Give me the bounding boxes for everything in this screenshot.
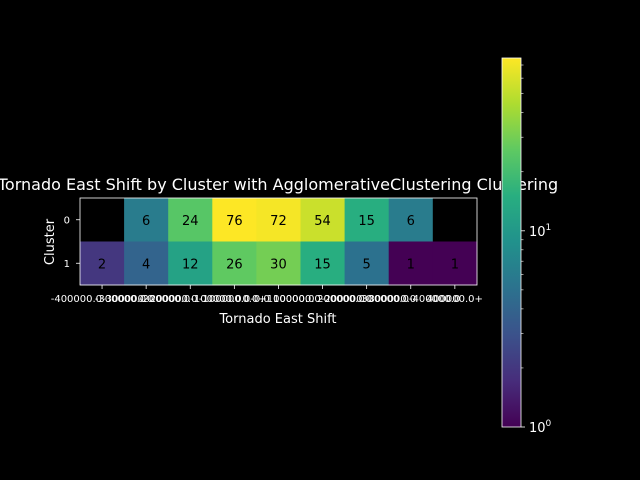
cell-value-label: 72: [270, 214, 287, 229]
x-tick-label: -200000.0-100000.0: [139, 294, 242, 305]
x-tick-label: -300000.0-200000.0: [95, 294, 198, 305]
cell-value-label: 15: [314, 257, 331, 272]
cell-value-label: 6: [407, 214, 415, 229]
heatmap-cell: [80, 198, 125, 242]
cell-value-label: 6: [142, 214, 150, 229]
colorbar: [501, 57, 522, 428]
heatmap-cell-labels: 6 24 76 72 54 15 62 4 12 26 30 15 5 1 1: [98, 214, 459, 273]
heatmap-cell: [124, 241, 169, 286]
heatmap-cell: [256, 241, 301, 286]
heatmap-cell: [432, 198, 478, 242]
heatmap-cell: [80, 241, 125, 286]
heatmap-cell: [256, 198, 301, 242]
x-ticks: -400000.0-300000.0-300000.0-200000.0-200…: [51, 285, 483, 305]
x-axis-label: Tornado East Shift: [218, 312, 336, 327]
y-ticks: 01: [64, 215, 80, 270]
heatmap-cell: [344, 198, 390, 242]
x-tick-label: 400000.0+: [427, 294, 483, 305]
cell-value-label: 54: [314, 214, 331, 229]
heatmap-cell: [124, 198, 169, 242]
y-axis-label: Cluster: [43, 218, 58, 265]
heatmap-cell: [300, 241, 346, 286]
heatmap-cell: [300, 198, 346, 242]
x-tick-label: 300000.0-400000.0: [361, 294, 460, 305]
x-tick-label: 100000.0-200000.0: [273, 294, 372, 305]
x-tick-label: -400000.0-300000.0: [51, 294, 154, 305]
chart-title: Tornado East Shift by Cluster with Agglo…: [0, 175, 558, 194]
heatmap-cell: [432, 241, 478, 286]
cell-value-label: 1: [407, 257, 415, 272]
cell-value-label: 2: [98, 257, 106, 272]
colorbar-tick-label: 101: [529, 223, 551, 240]
colorbar-ticks: 100 101: [521, 64, 552, 436]
x-tick-label: -100000.0-0.0: [199, 294, 270, 305]
heatmap-cell: [212, 241, 257, 286]
y-tick-label: 0: [64, 215, 70, 226]
heatmap-cell: [168, 198, 213, 242]
heatmap-cell: [212, 198, 257, 242]
cell-value-label: 12: [182, 257, 199, 272]
heatmap-cell: [168, 241, 213, 286]
heatmap-cell: [388, 198, 434, 242]
cell-value-label: 15: [358, 214, 375, 229]
heatmap-cell: [344, 241, 390, 286]
cell-value-label: 5: [363, 257, 371, 272]
cell-value-label: 26: [226, 257, 243, 272]
cell-value-label: 24: [182, 214, 199, 229]
colorbar-tick-label: 100: [529, 419, 552, 436]
x-tick-label: 200000.0-300000.0: [317, 294, 416, 305]
y-tick-label: 1: [64, 259, 70, 270]
heatmap-cells: [80, 198, 478, 286]
cell-value-label: 4: [142, 257, 150, 272]
cell-value-label: 30: [270, 257, 287, 272]
heatmap-cell: [388, 241, 434, 286]
x-tick-label: 0.0+100000.0: [242, 294, 314, 305]
cell-value-label: 76: [226, 214, 243, 229]
cell-value-label: 1: [451, 257, 459, 272]
